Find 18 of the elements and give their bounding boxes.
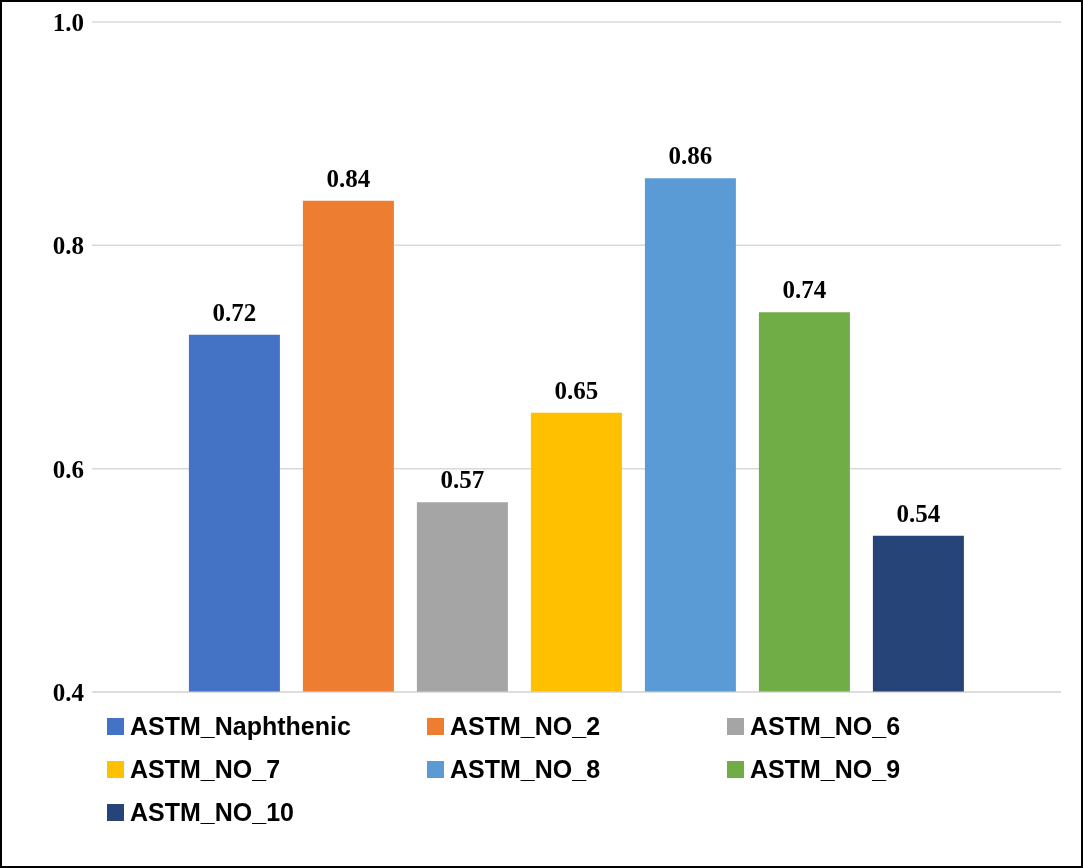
data-label: 0.54 bbox=[896, 499, 941, 527]
legend-label: ASTM_NO_6 bbox=[750, 712, 901, 741]
data-label: 0.57 bbox=[440, 466, 485, 494]
legend-label: ASTM_NO_9 bbox=[750, 755, 901, 784]
y-tick-label: 0.4 bbox=[52, 678, 85, 706]
y-tick-label: 0.6 bbox=[52, 455, 84, 483]
legend-label: ASTM_NO_10 bbox=[130, 798, 294, 827]
y-tick-label: 0.8 bbox=[52, 232, 84, 260]
legend-label: ASTM_NO_7 bbox=[130, 755, 281, 784]
data-label: 0.74 bbox=[782, 276, 827, 304]
y-tick-label: 1.0 bbox=[52, 8, 84, 36]
legend-label: ASTM_NO_8 bbox=[450, 755, 601, 784]
data-label: 0.86 bbox=[668, 142, 713, 170]
legend-label: ASTM_Naphthenic bbox=[130, 712, 351, 741]
legend-label: ASTM_NO_2 bbox=[450, 712, 601, 741]
data-label: 0.84 bbox=[326, 164, 371, 192]
data-label: 0.72 bbox=[212, 298, 257, 326]
data-label: 0.65 bbox=[554, 376, 599, 404]
